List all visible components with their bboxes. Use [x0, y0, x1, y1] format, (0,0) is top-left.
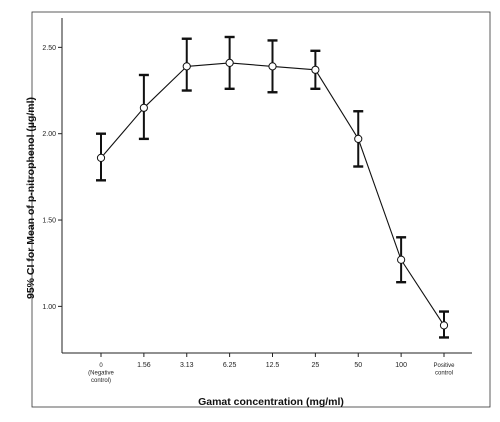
x-tick-label: 25 — [311, 362, 319, 369]
data-point — [311, 65, 320, 74]
chart-frame — [31, 11, 491, 408]
y-tick-label: 2.50 — [42, 45, 56, 52]
x-tick-label: 3.13 — [180, 362, 194, 369]
data-point — [225, 58, 234, 67]
data-markers — [96, 58, 449, 330]
series-line — [100, 62, 445, 326]
x-axis-title: Gamat concentration (mg/ml) — [198, 396, 344, 408]
x-tick-label: 0 — [99, 363, 103, 369]
x-tick-label: 12.5 — [266, 362, 280, 369]
y-axis-ticks: 1.00 1.50 2.00 2.50 — [42, 45, 62, 311]
x-tick-label: control — [435, 371, 453, 377]
data-point — [268, 62, 277, 71]
data-point — [182, 62, 191, 71]
error-bars — [96, 35, 449, 339]
data-point — [397, 255, 406, 264]
axes — [61, 18, 472, 354]
x-tick-label: 6.25 — [223, 362, 237, 369]
x-tick-label: control) — [91, 378, 111, 384]
y-axis-title: 95% CI for Mean of p-nitrophenol (µg/ml) — [25, 97, 37, 299]
y-tick-label: 1.00 — [42, 304, 56, 311]
y-tick-label: 2.00 — [42, 131, 56, 138]
x-tick-label: Positive — [433, 363, 455, 369]
data-point — [96, 153, 106, 162]
x-tick-label: 100 — [395, 362, 407, 369]
data-point — [139, 103, 148, 112]
data-point — [439, 321, 449, 330]
x-tick-label: (Negative — [88, 371, 114, 377]
data-point — [354, 134, 363, 143]
x-tick-label: 50 — [354, 362, 362, 369]
x-tick-label: 1.56 — [137, 362, 151, 369]
y-tick-label: 1.50 — [42, 218, 56, 225]
